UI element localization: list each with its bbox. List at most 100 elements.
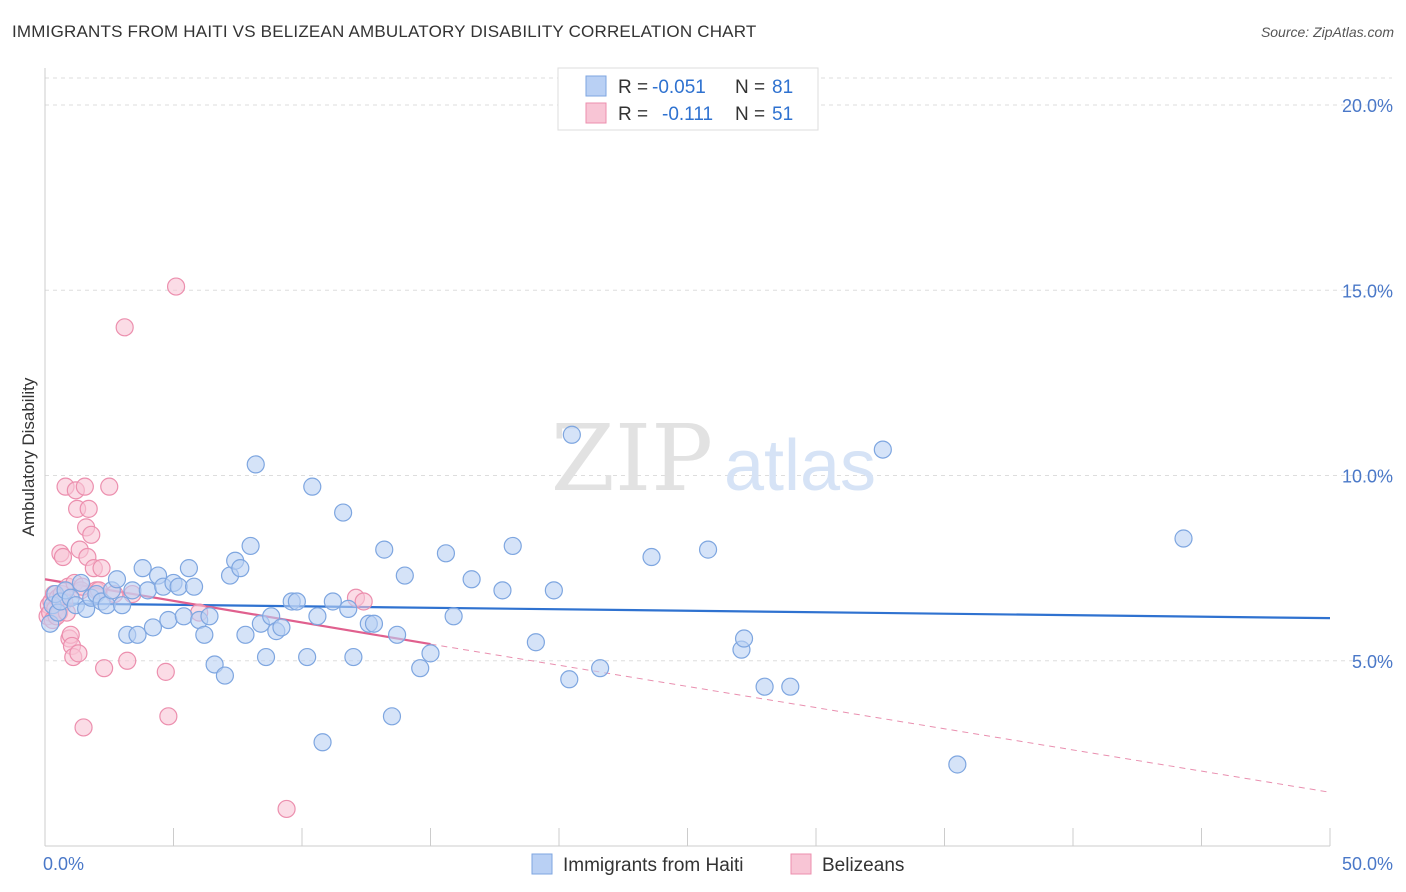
point-haiti-62 bbox=[395, 566, 414, 585]
stats-r-label-haiti: R = bbox=[618, 77, 648, 98]
point-haiti-46 bbox=[272, 618, 291, 637]
point-haiti-32 bbox=[195, 625, 214, 644]
stats-n-value-haiti: 81 bbox=[772, 77, 793, 98]
point-haiti-64 bbox=[421, 644, 440, 663]
watermark: ZIP atlas bbox=[551, 405, 876, 512]
point-haiti-73 bbox=[562, 425, 581, 444]
point-haiti-48 bbox=[287, 592, 306, 611]
point-haiti-65 bbox=[436, 544, 456, 563]
point-haiti-33 bbox=[200, 607, 219, 626]
point-haiti-30 bbox=[184, 577, 204, 596]
point-haiti-40 bbox=[241, 536, 260, 556]
trend-lines bbox=[44, 578, 1331, 793]
point-haiti-82 bbox=[948, 755, 967, 774]
ticks: 5.0% 10.0% 15.0% 20.0% 0.0% 50.0% bbox=[43, 96, 1393, 874]
stats-legend: R = -0.051 N = 81 R = -0.111 N = 51 bbox=[557, 67, 819, 131]
point-haiti-38 bbox=[231, 559, 250, 578]
point-haiti-34 bbox=[205, 655, 224, 674]
point-haiti-76 bbox=[698, 540, 718, 559]
x-tick-label-1: 50.0% bbox=[1342, 854, 1393, 874]
point-haiti-70 bbox=[526, 633, 545, 652]
trend-line-belizeans-extended bbox=[430, 643, 1331, 793]
point-belizeans-28 bbox=[74, 718, 93, 737]
series-legend-swatch-belizeans bbox=[790, 853, 812, 875]
point-belizeans-24 bbox=[69, 644, 88, 663]
point-haiti-60 bbox=[382, 707, 402, 726]
point-haiti-67 bbox=[462, 570, 481, 589]
point-haiti-15 bbox=[107, 570, 127, 589]
point-haiti-54 bbox=[334, 503, 353, 522]
point-haiti-27 bbox=[169, 577, 188, 596]
point-haiti-61 bbox=[387, 625, 407, 644]
data-points bbox=[38, 277, 1193, 819]
point-belizeans-38 bbox=[95, 659, 114, 678]
point-haiti-79 bbox=[755, 677, 774, 696]
stats-legend-swatch-haiti bbox=[585, 75, 607, 97]
point-belizeans-42 bbox=[118, 651, 137, 670]
y-tick-label-0: 5.0% bbox=[1352, 652, 1393, 672]
point-belizeans-37 bbox=[92, 559, 111, 578]
point-belizeans-50 bbox=[354, 592, 373, 611]
point-haiti-29 bbox=[179, 559, 199, 578]
point-haiti-52 bbox=[313, 733, 332, 752]
point-haiti-22 bbox=[143, 618, 163, 637]
point-haiti-50 bbox=[303, 477, 322, 496]
watermark-zip: ZIP bbox=[551, 405, 713, 512]
stats-r-label-belizeans: R = bbox=[618, 104, 648, 125]
stats-r-value-belizeans: -0.111 bbox=[662, 104, 713, 125]
point-haiti-83 bbox=[1174, 529, 1193, 548]
stats-n-value-belizeans: 51 bbox=[772, 104, 793, 125]
point-haiti-63 bbox=[411, 659, 430, 678]
point-haiti-58 bbox=[364, 614, 384, 633]
series-legend: Immigrants from Haiti Belizeans bbox=[531, 853, 904, 876]
point-belizeans-39 bbox=[100, 477, 119, 496]
point-haiti-55 bbox=[339, 599, 358, 618]
point-belizeans-32 bbox=[79, 499, 98, 518]
source-note: Source: ZipAtlas.com bbox=[1260, 24, 1394, 40]
point-haiti-53 bbox=[323, 592, 342, 611]
series-legend-label-belizeans: Belizeans bbox=[822, 855, 904, 876]
point-belizeans-12 bbox=[53, 547, 73, 567]
point-belizeans-29 bbox=[75, 477, 94, 496]
stats-legend-swatch-belizeans bbox=[585, 102, 607, 124]
stats-n-label-haiti: N = bbox=[735, 77, 765, 98]
chart-title: IMMIGRANTS FROM HAITI VS BELIZEAN AMBULA… bbox=[12, 22, 757, 41]
point-haiti-66 bbox=[444, 607, 463, 626]
point-haiti-75 bbox=[642, 547, 661, 567]
point-belizeans-46 bbox=[166, 277, 186, 296]
point-haiti-28 bbox=[174, 607, 193, 626]
point-haiti-78 bbox=[734, 629, 754, 648]
point-haiti-56 bbox=[344, 647, 363, 667]
point-haiti-68 bbox=[493, 581, 512, 600]
point-haiti-51 bbox=[308, 607, 327, 626]
point-haiti-8 bbox=[71, 573, 91, 593]
y-tick-label-3: 20.0% bbox=[1342, 96, 1393, 116]
point-haiti-71 bbox=[544, 581, 563, 600]
stats-r-value-haiti: -0.051 bbox=[652, 77, 706, 98]
point-haiti-41 bbox=[246, 455, 265, 474]
stats-n-label-belizeans: N = bbox=[735, 104, 765, 125]
point-haiti-16 bbox=[112, 596, 132, 615]
watermark-atlas: atlas bbox=[724, 426, 876, 506]
point-belizeans-48 bbox=[277, 799, 296, 819]
point-haiti-35 bbox=[215, 666, 234, 685]
series-legend-swatch-haiti bbox=[531, 853, 553, 875]
y-tick-label-1: 10.0% bbox=[1342, 467, 1393, 487]
point-belizeans-45 bbox=[159, 707, 178, 726]
point-belizeans-44 bbox=[156, 662, 175, 681]
point-haiti-43 bbox=[256, 647, 276, 667]
y-tick-label-2: 15.0% bbox=[1342, 281, 1393, 301]
point-haiti-21 bbox=[138, 581, 157, 600]
point-haiti-81 bbox=[873, 440, 892, 459]
point-haiti-19 bbox=[128, 625, 147, 644]
x-tick-label-0: 0.0% bbox=[43, 854, 84, 874]
point-haiti-49 bbox=[298, 647, 317, 667]
point-haiti-69 bbox=[503, 536, 522, 556]
point-haiti-80 bbox=[781, 677, 800, 696]
point-haiti-72 bbox=[560, 670, 579, 689]
point-belizeans-41 bbox=[115, 318, 134, 337]
point-belizeans-33 bbox=[82, 525, 101, 544]
series-legend-label-haiti: Immigrants from Haiti bbox=[563, 855, 744, 876]
point-haiti-18 bbox=[123, 581, 142, 600]
